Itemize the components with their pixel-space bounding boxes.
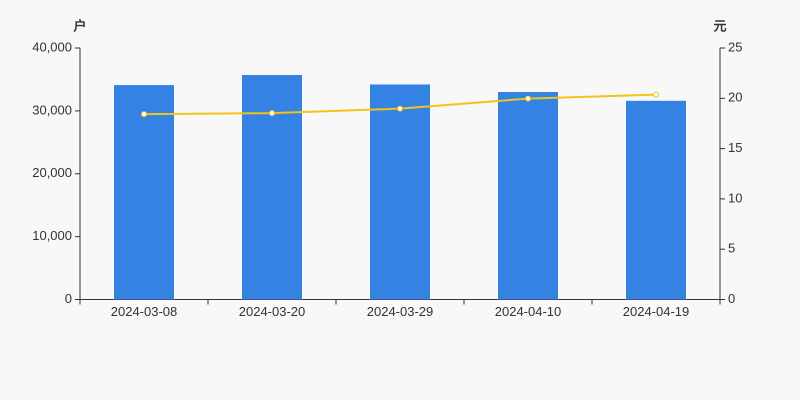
x-tick-label: 2024-03-08 — [111, 304, 178, 319]
x-tick-label: 2024-04-10 — [495, 304, 562, 319]
y2-axis-unit: 元 — [713, 18, 726, 33]
bar — [626, 100, 686, 300]
bar — [498, 92, 558, 300]
x-tick-label: 2024-03-20 — [239, 304, 306, 319]
y2-tick-label: 15 — [728, 140, 742, 155]
x-tick-label: 2024-03-29 — [367, 304, 434, 319]
bar — [370, 84, 430, 300]
line-point — [397, 105, 403, 112]
y-tick-label: 40,000 — [32, 39, 72, 54]
y-tick-label: 30,000 — [32, 102, 72, 117]
bar — [114, 85, 174, 300]
y2-tick-label: 0 — [728, 291, 735, 306]
y2-tick-label: 25 — [728, 39, 742, 54]
y-tick-label: 20,000 — [32, 165, 72, 180]
y-axis-unit: 户 — [73, 18, 86, 33]
x-tick-label: 2024-04-19 — [623, 304, 690, 319]
y-tick-label: 0 — [65, 291, 72, 306]
y-tick-label: 10,000 — [32, 228, 72, 243]
line-point — [525, 95, 531, 102]
bar — [242, 75, 302, 300]
y2-tick-label: 5 — [728, 241, 735, 256]
y2-tick-label: 10 — [728, 190, 742, 205]
line-point — [141, 111, 147, 118]
line-point — [653, 91, 659, 98]
line-point — [269, 110, 275, 117]
y2-tick-label: 20 — [728, 90, 742, 105]
